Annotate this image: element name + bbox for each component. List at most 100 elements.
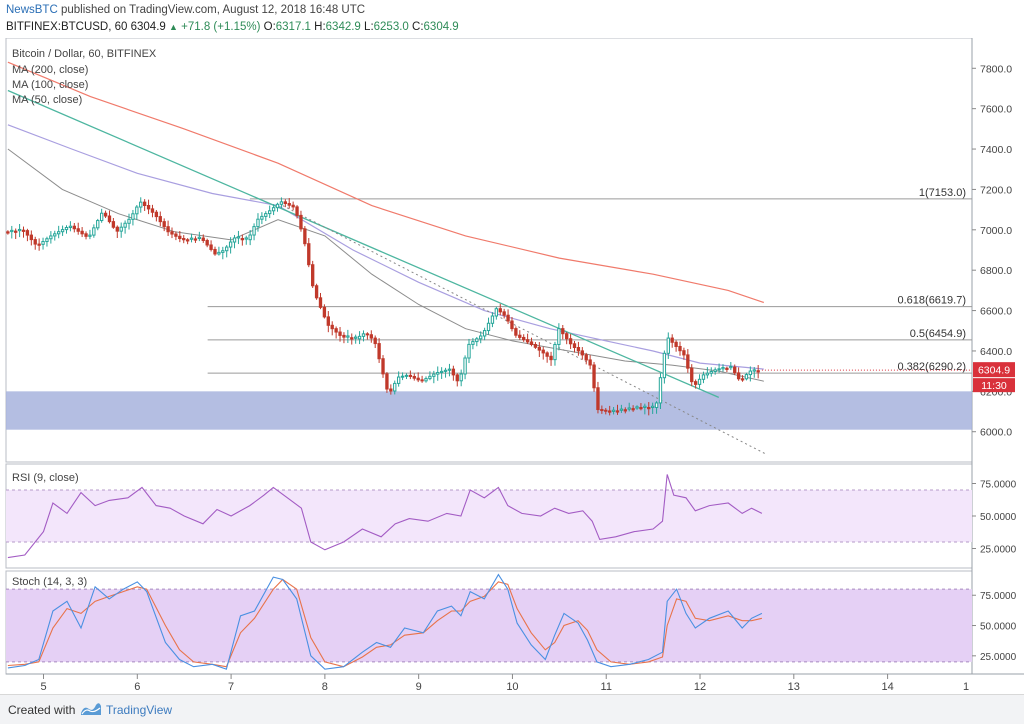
candle-body [432, 373, 436, 377]
candle-body [29, 234, 33, 241]
candle-body [436, 372, 440, 375]
candle-body [260, 215, 264, 220]
candle-body [264, 213, 268, 217]
candle-body [127, 218, 131, 224]
publish-line: NewsBTC published on TradingView.com, Au… [6, 4, 365, 16]
candle-body [338, 331, 342, 336]
y-tick-label: 7400.0 [980, 144, 1012, 156]
candle-body [428, 375, 432, 380]
x-tick-label: 14 [881, 681, 893, 693]
ma200-line [7, 61, 764, 304]
candle-body [225, 246, 229, 252]
chart-svg[interactable]: 5 6 7 8 9 10 11 12 13 14 16000.06200.06400.06600.0… [0, 37, 1024, 694]
candle-body [103, 212, 108, 217]
candle-body [611, 409, 616, 412]
tradingview-link[interactable]: TradingView [106, 703, 173, 717]
stoch-y-tick-label: 75.0000 [980, 591, 1017, 602]
candle-body [439, 370, 444, 374]
candle-body [588, 359, 592, 366]
candle-body [201, 237, 205, 241]
close-label: C: [412, 21, 424, 33]
candle-body [373, 337, 377, 345]
publish-info: published on TradingView.com, August 12,… [60, 4, 366, 16]
candle-body [471, 341, 475, 345]
candle-body [193, 238, 198, 241]
footer-bar: Created with TradingView [0, 694, 1024, 724]
candle-body [60, 229, 65, 233]
countdown-tag-label: 11:30 [981, 380, 1007, 392]
fib-level-label: 1(7153.0) [919, 187, 966, 199]
candle-body [307, 243, 311, 266]
candle-body [279, 201, 284, 205]
x-tick-label: 6 [134, 681, 140, 693]
candle-body [389, 388, 393, 392]
candle-body [479, 335, 483, 340]
candle-body [197, 236, 202, 239]
candle-body [412, 375, 416, 379]
candle-body [662, 352, 667, 379]
rsi-y-tick-label: 75.0000 [980, 480, 1017, 491]
candle-body [88, 234, 92, 237]
candle-body [568, 338, 573, 345]
candle-body [635, 406, 639, 409]
candle-body [537, 346, 542, 351]
candle-body [518, 334, 522, 338]
candle-body [369, 334, 373, 339]
candle-body [142, 201, 147, 207]
candle-body [740, 378, 745, 381]
candle-body [291, 204, 295, 208]
rsi-line [7, 474, 763, 559]
candle-body [443, 369, 448, 372]
ma50-legend[interactable]: MA (50, close) [12, 94, 83, 106]
candle-body [361, 333, 366, 337]
created-with-text: Created with [8, 703, 76, 717]
candle-body [533, 344, 538, 348]
candle-body [135, 206, 139, 215]
candle-body [10, 229, 14, 233]
price-change: +71.8 (+1.15%) [181, 21, 261, 33]
chart-header: NewsBTC published on TradingView.com, Au… [0, 0, 1024, 38]
candle-body [252, 226, 256, 236]
candle-body [33, 239, 37, 245]
candle-body [693, 381, 698, 385]
candle-body [604, 409, 608, 412]
candle-body [350, 337, 354, 340]
publisher-name[interactable]: NewsBTC [6, 4, 58, 16]
ma50-line [7, 148, 764, 382]
candle-body [647, 406, 651, 410]
candle-body [510, 320, 514, 330]
candle-body [525, 339, 530, 343]
candle-body [357, 335, 362, 340]
candle-body [111, 221, 116, 228]
candle-body [256, 218, 260, 228]
candle-body [580, 350, 584, 356]
candle-body [713, 369, 717, 373]
x-tick-label: 10 [506, 681, 518, 693]
candle-body [248, 234, 252, 241]
candle-body [318, 297, 323, 308]
candle-body [92, 227, 96, 236]
chart-area[interactable]: 5 6 7 8 9 10 11 12 13 14 1 6000.0 6200.0 6400.0 6600.0… [0, 37, 1024, 694]
candle-body [17, 228, 22, 232]
y-tick-label: 7600.0 [980, 104, 1012, 116]
candle-body [326, 316, 330, 326]
candle-body [654, 402, 659, 408]
candle-body [561, 328, 565, 335]
candle-body [268, 210, 272, 215]
ma100-legend[interactable]: MA (100, close) [12, 79, 89, 91]
candle-body [64, 226, 69, 231]
rsi-y-tick-label: 25.0000 [980, 545, 1017, 556]
candle-body [342, 334, 346, 338]
low-value: 6253.0 [373, 21, 409, 33]
candle-body [404, 374, 409, 377]
fib-level-label: 0.618(6619.7) [898, 295, 967, 307]
x-tick-label: 7 [228, 681, 234, 693]
stoch-y-tick-label: 25.0000 [980, 652, 1017, 663]
symbol-label: BITFINEX:BTCUSD, 60 [6, 21, 128, 33]
candle-body [631, 408, 635, 411]
candle-body [170, 231, 174, 235]
candle-body [592, 364, 596, 389]
ma200-legend[interactable]: MA (200, close) [12, 64, 89, 76]
candle-body [37, 243, 41, 246]
candle-body [447, 368, 452, 371]
